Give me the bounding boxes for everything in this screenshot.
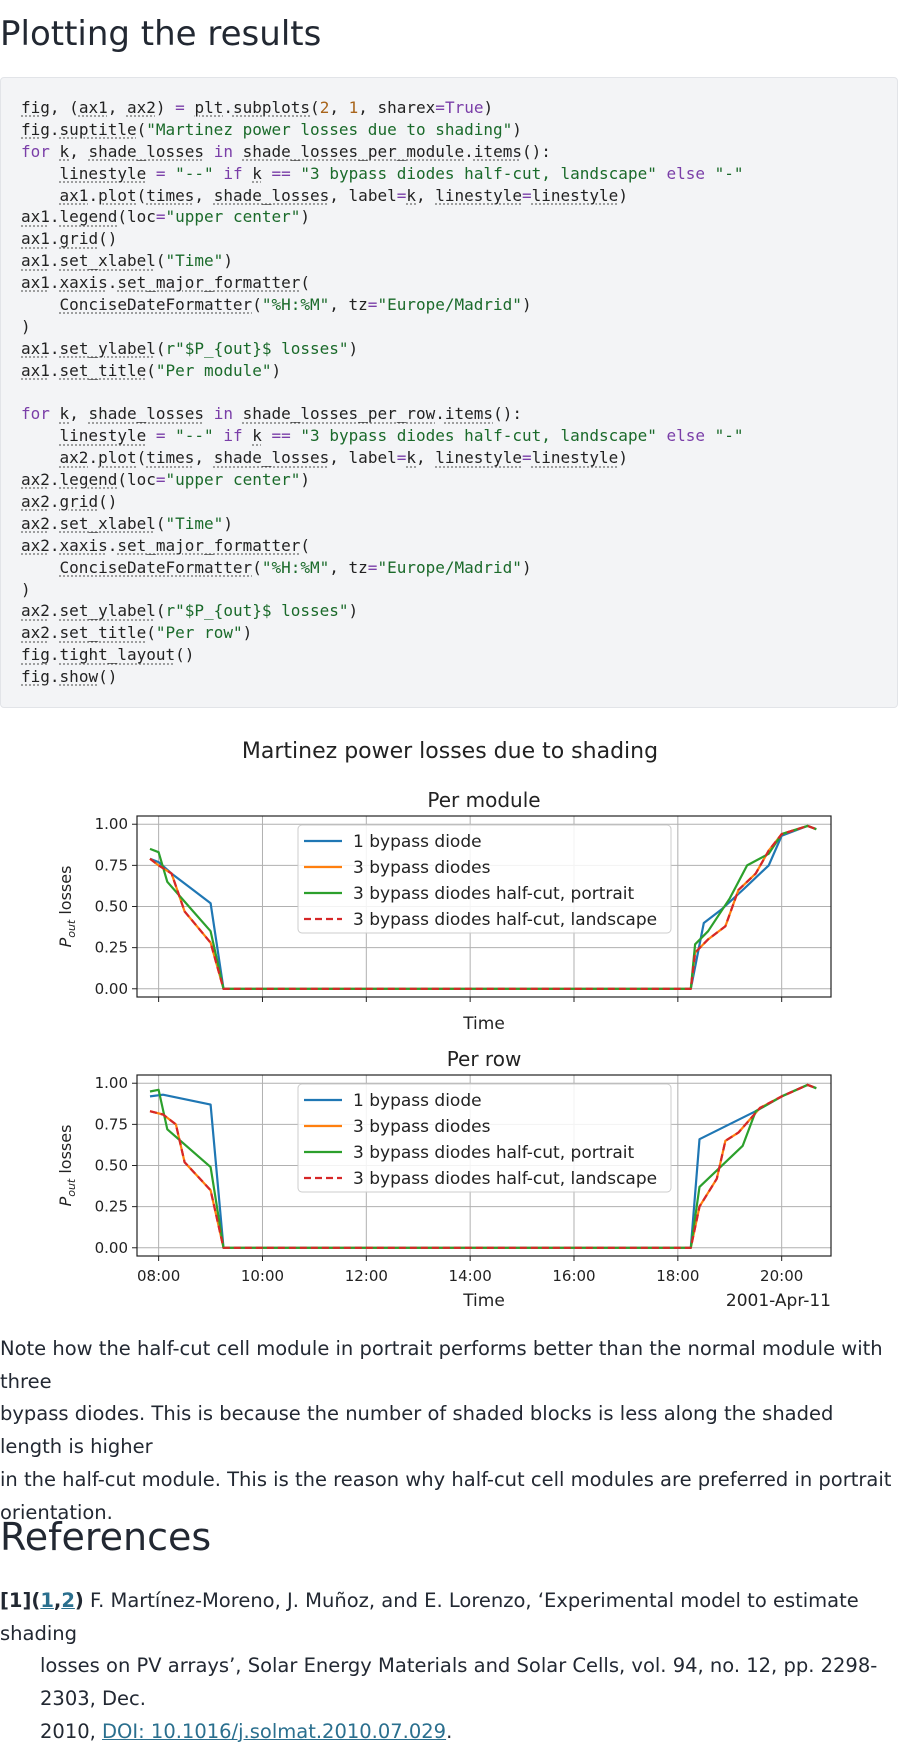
series-line: [149, 824, 817, 990]
code-line: ConciseDateFormatter("%H:%M", tz="Europe…: [59, 557, 532, 577]
shading-losses-figure: Martinez power losses due to shading Per …: [56, 739, 832, 1311]
x-tick-label: 20:00: [760, 1267, 803, 1285]
code-line: ax1.set_title("Per module"): [21, 360, 282, 380]
reference-text-line: 2010, DOI: 10.1016/j.solmat.2010.07.029.: [40, 1719, 453, 1743]
y-tick-label: 0.25: [95, 939, 128, 957]
y-tick-label: 0.50: [95, 898, 128, 916]
backref-link-1[interactable]: 1: [40, 1589, 54, 1612]
code-line: ): [21, 316, 31, 336]
legend-label: 1 bypass diode: [353, 1091, 482, 1111]
code-line: fig.show(): [21, 667, 118, 687]
x-tick-label: 12:00: [345, 1267, 388, 1285]
code-text: fig, (ax1, ax2) = plt.subplots(2, 1, sha…: [1, 78, 897, 688]
code-line: ax1.grid(): [21, 229, 118, 249]
backref-link-2[interactable]: 2: [61, 1589, 75, 1612]
code-line: ): [21, 579, 31, 599]
reference-text-line: losses on PV arrays’, Solar Energy Mater…: [40, 1654, 878, 1711]
x-tick-label: 08:00: [137, 1267, 180, 1285]
code-line: ax1.legend(loc="upper center"): [21, 207, 311, 227]
y-tick-label: 0.75: [95, 856, 128, 874]
code-line: ax1.set_ylabel(r"$P_{out}$ losses"): [21, 338, 359, 358]
y-axis-label: Pout losses: [56, 1125, 78, 1207]
paragraph-line: bypass diodes. This is because the numbe…: [0, 1402, 834, 1459]
legend-label: 3 bypass diodes half-cut, landscape: [353, 910, 657, 930]
y-tick-label: 0.25: [95, 1198, 128, 1216]
series-line: [149, 824, 817, 990]
code-line: for k, shade_losses in shade_losses_per_…: [21, 141, 551, 161]
y-tick-label: 0.00: [95, 1239, 128, 1257]
code-line: ax2.set_title("Per row"): [21, 623, 253, 643]
legend-label: 3 bypass diodes: [353, 1117, 491, 1137]
date-offset-label: 2001-Apr-11: [726, 1291, 831, 1311]
y-tick-label: 1.00: [95, 815, 128, 833]
code-line: ConciseDateFormatter("%H:%M", tz="Europe…: [59, 295, 532, 315]
code-line: fig, (ax1, ax2) = plt.subplots(2, 1, sha…: [21, 98, 494, 117]
y-tick-label: 0.50: [95, 1157, 128, 1175]
y-tick-label: 1.00: [95, 1074, 128, 1092]
doi-link[interactable]: DOI: 10.1016/j.solmat.2010.07.029: [102, 1719, 447, 1743]
code-line: ax1.plot(times, shade_losses, label=k, l…: [59, 185, 628, 205]
x-tick-label: 16:00: [552, 1267, 595, 1285]
axes-frame: [136, 815, 832, 998]
x-tick-label: 14:00: [449, 1267, 492, 1285]
legend-label: 3 bypass diodes half-cut, portrait: [353, 1143, 634, 1163]
code-line: ax2.grid(): [21, 492, 118, 512]
section-heading-references: References: [0, 1515, 212, 1559]
figure-suptitle: Martinez power losses due to shading: [242, 739, 658, 764]
code-line: ax1.xaxis.set_major_formatter(: [21, 273, 311, 293]
x-tick-label: 10:00: [241, 1267, 284, 1285]
reference-text-line: F. Martínez-Moreno, J. Muñoz, and E. Lor…: [0, 1589, 859, 1645]
legend-label: 1 bypass diode: [353, 832, 482, 852]
code-line: ax2.set_xlabel("Time"): [21, 513, 233, 533]
code-line: linestyle = "--" if k == "3 bypass diode…: [59, 426, 744, 446]
code-line: ax2.plot(times, shade_losses, label=k, l…: [59, 448, 628, 468]
legend-box: [297, 824, 672, 934]
x-axis-label: Time: [462, 1291, 505, 1311]
code-line: ax1.set_xlabel("Time"): [21, 251, 233, 271]
legend-label: 3 bypass diodes half-cut, portrait: [353, 884, 634, 904]
code-line: ax2.xaxis.set_major_formatter(: [21, 535, 311, 555]
y-tick-label: 0.75: [95, 1115, 128, 1133]
paragraph-line: orientation.: [0, 1500, 113, 1524]
panel-title: Per module: [427, 788, 540, 812]
x-tick-label: 18:00: [656, 1267, 699, 1285]
axes-frame: [136, 1074, 832, 1257]
code-line: [21, 382, 897, 404]
x-axis-label: Time: [462, 1014, 505, 1034]
section-heading-plotting: Plotting the results: [0, 14, 322, 54]
series-line: [149, 1083, 817, 1249]
legend-label: 3 bypass diodes: [353, 858, 491, 878]
paragraph-line: Note how the half-cut cell module in por…: [0, 1337, 883, 1393]
code-line: ax2.set_ylabel(r"$P_{out}$ losses"): [21, 601, 359, 621]
y-tick-label: 0.00: [95, 980, 128, 998]
code-line: ax2.legend(loc="upper center"): [21, 470, 311, 490]
code-line: for k, shade_losses in shade_losses_per_…: [21, 404, 522, 424]
code-line: fig.suptitle("Martinez power losses due …: [21, 119, 522, 139]
legend-label: 3 bypass diodes half-cut, landscape: [353, 1169, 657, 1189]
y-axis-label: Pout losses: [56, 866, 78, 948]
reference-label: [1](1,2): [0, 1589, 84, 1612]
code-block: fig, (ax1, ax2) = plt.subplots(2, 1, sha…: [0, 77, 898, 708]
code-line: linestyle = "--" if k == "3 bypass diode…: [59, 163, 744, 183]
explanation-paragraph: Note how the half-cut cell module in por…: [0, 1333, 895, 1529]
legend-box: [297, 1083, 672, 1193]
series-line: [149, 1083, 817, 1249]
reference-entry: [1](1,2) F. Martínez-Moreno, J. Muñoz, a…: [0, 1585, 895, 1749]
panel-title: Per row: [447, 1047, 522, 1071]
code-line: fig.tight_layout(): [21, 645, 195, 665]
paragraph-line: in the half-cut module. This is the reas…: [0, 1467, 892, 1491]
